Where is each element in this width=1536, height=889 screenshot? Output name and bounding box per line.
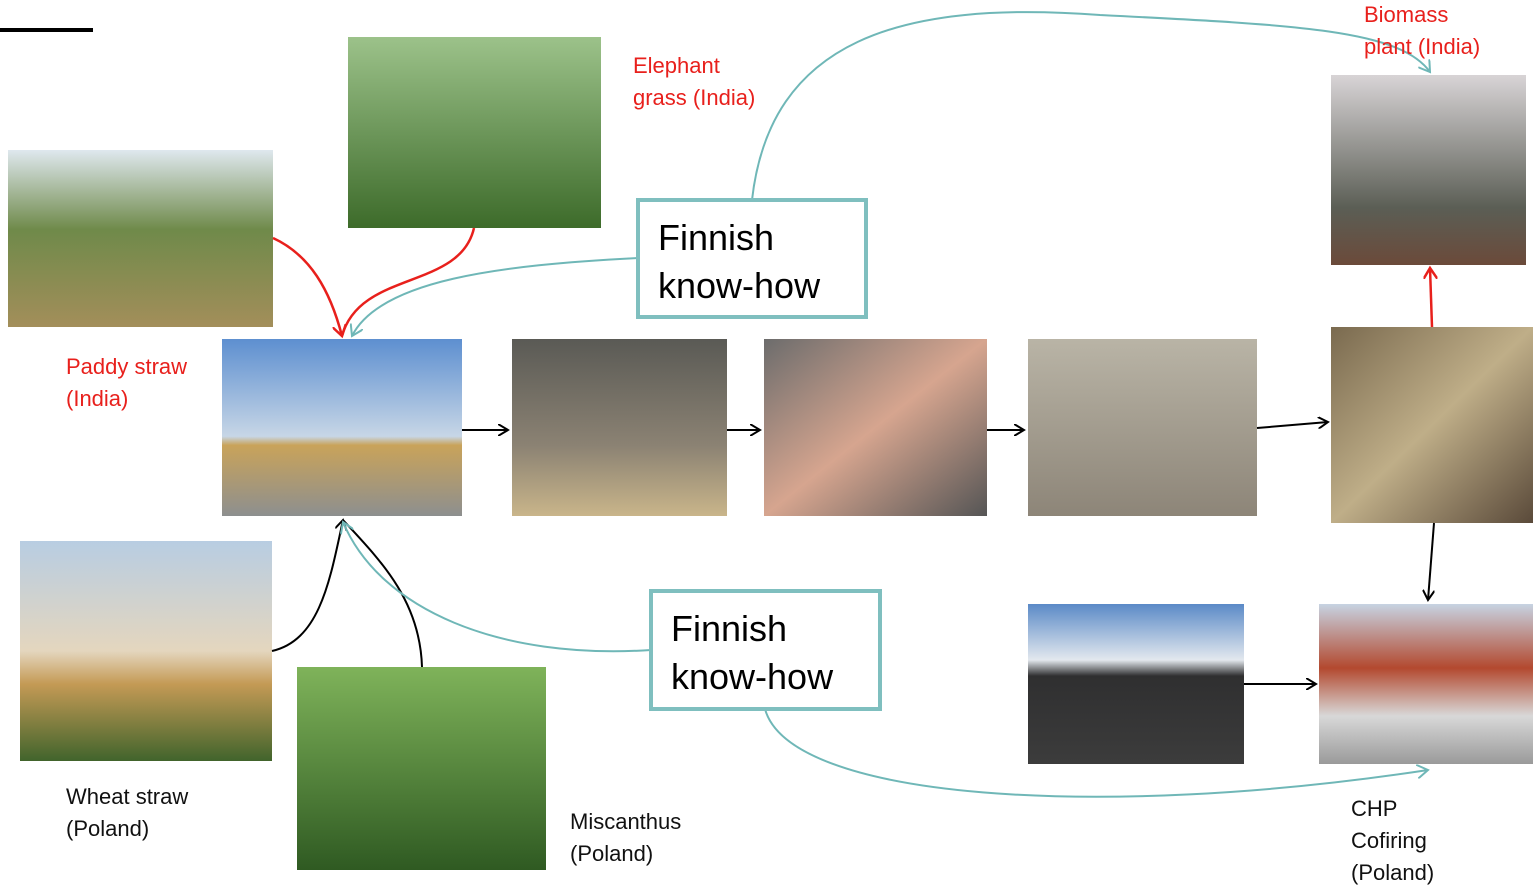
label: Elephant grass (India) xyxy=(633,53,755,110)
label: Paddy straw (India) xyxy=(66,354,187,411)
know-how-box xyxy=(636,198,868,319)
photo-miscanthus xyxy=(297,667,546,870)
know-how-text: Finnish know-how xyxy=(658,217,821,306)
label: Biomass plant (India) xyxy=(1364,2,1480,59)
red-arrows xyxy=(272,227,1432,336)
label: CHP Cofiring (Poland) xyxy=(1351,796,1434,885)
photo-paddy-field xyxy=(8,150,273,327)
photo-elephant-grass xyxy=(348,37,601,228)
photo-chp xyxy=(1319,604,1533,764)
label: Miscanthus (Poland) xyxy=(570,809,681,866)
photo-wheat-field xyxy=(20,541,272,761)
know-how-arrows xyxy=(343,11,1430,798)
photo-chopped-straw xyxy=(764,339,987,516)
know-how-box xyxy=(649,589,882,711)
photo-truck xyxy=(222,339,462,516)
label: Wheat straw (Poland) xyxy=(66,784,188,841)
flow-arrows xyxy=(271,422,1435,684)
know-how-text: Finnish know-how xyxy=(671,608,834,697)
photo-pellets xyxy=(1331,327,1533,523)
photo-shredder xyxy=(512,339,727,516)
photo-pellet-plant xyxy=(1028,339,1257,516)
photo-biomass-plant xyxy=(1331,75,1526,265)
photo-coal xyxy=(1028,604,1244,764)
